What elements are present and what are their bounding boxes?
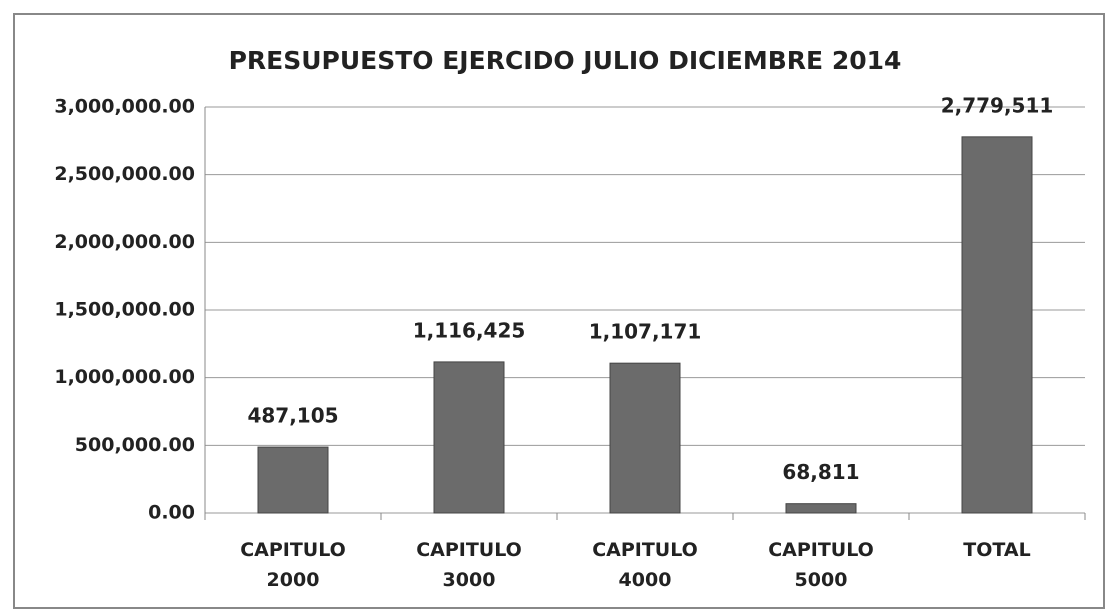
- bar: [433, 361, 505, 514]
- x-tick-label: CAPITULO 3000: [416, 539, 522, 591]
- y-tick-label: 2,000,000.00: [54, 231, 195, 253]
- chart-title: PRESUPUESTO EJERCIDO JULIO DICIEMBRE 201…: [229, 46, 902, 75]
- data-label: 68,811: [782, 460, 859, 484]
- data-label: 1,107,171: [589, 320, 702, 344]
- data-label: 487,105: [247, 404, 338, 428]
- x-tick-label: TOTAL: [963, 539, 1031, 561]
- y-tick-label: 2,500,000.00: [54, 163, 195, 185]
- x-tick-label: CAPITULO 5000: [768, 539, 874, 591]
- bar: [609, 362, 681, 514]
- data-label: 2,779,511: [941, 93, 1054, 117]
- data-label: 1,116,425: [413, 318, 526, 342]
- y-tick-label: 500,000.00: [75, 434, 195, 456]
- x-tick-label: CAPITULO 2000: [240, 539, 346, 591]
- bar: [961, 136, 1033, 514]
- y-tick-label: 1,000,000.00: [54, 366, 195, 388]
- bar: [785, 503, 857, 514]
- chart-frame: [13, 13, 1105, 609]
- y-tick-label: 1,500,000.00: [54, 299, 195, 321]
- y-tick-label: 0.00: [148, 502, 195, 524]
- x-tick-label: CAPITULO 4000: [592, 539, 698, 591]
- y-tick-label: 3,000,000.00: [54, 96, 195, 118]
- bar: [257, 446, 329, 514]
